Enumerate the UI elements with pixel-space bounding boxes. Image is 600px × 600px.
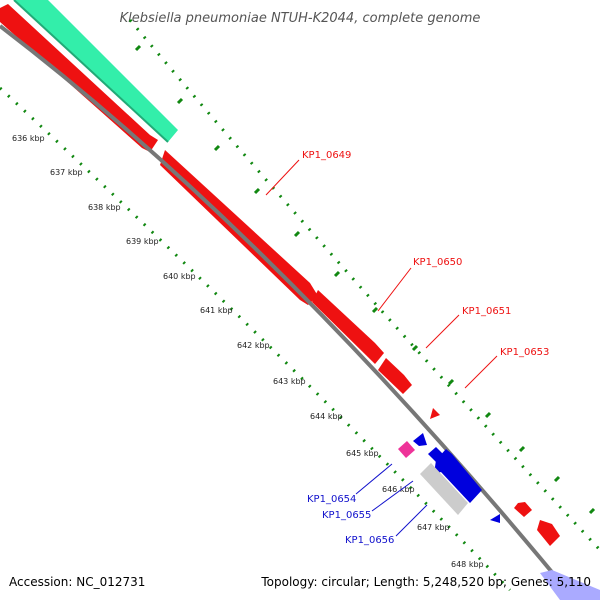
pseudogene-block [420, 463, 468, 515]
tick-label: 637 kbp [50, 168, 83, 177]
forward-cds-arrow [0, 4, 158, 152]
misc-feature-block [398, 441, 415, 458]
forward-cds-arrow [312, 290, 384, 364]
tick-label: 639 kbp [126, 237, 159, 246]
outer-tick-track [128, 19, 600, 552]
tick-label: 648 kbp [451, 560, 484, 569]
forward-cds-arrow [514, 502, 532, 517]
major-ticks [134, 44, 596, 515]
genome-summary-text: Topology: circular; Length: 5,248,520 bp… [260, 575, 591, 589]
gene-label-kp1-0650[interactable]: KP1_0650 [413, 257, 462, 268]
tick-label: 640 kbp [163, 272, 196, 281]
tick-label: 641 kbp [200, 306, 233, 315]
map-title: Klebsiella pneumoniae NTUH-K2044, comple… [120, 11, 481, 26]
accession-text: Accession: NC_012731 [9, 575, 145, 589]
gene-label-kp1-0656[interactable]: KP1_0656 [345, 535, 394, 546]
rna-feature-edge [13, 0, 169, 143]
tick-label: 647 kbp [417, 523, 450, 532]
forward-cds-arrow [160, 150, 318, 305]
tick-label: 646 kbp [382, 485, 415, 494]
reverse-cds-arrow [490, 514, 500, 523]
gene-label-kp1-0654[interactable]: KP1_0654 [307, 494, 356, 505]
tick-label: 638 kbp [88, 203, 121, 212]
tick-label: 645 kbp [346, 449, 379, 458]
forward-cds-arrow [430, 408, 440, 419]
reverse-cds-arrow [434, 449, 482, 503]
tick-label: 636 kbp [12, 134, 45, 143]
forward-cds-arrow [378, 358, 412, 394]
gene-label-kp1-0655[interactable]: KP1_0655 [322, 510, 371, 521]
tick-label: 642 kbp [237, 341, 270, 350]
reverse-cds-arrow [540, 570, 600, 600]
tick-label: 644 kbp [310, 412, 343, 421]
reverse-gene-labels: KP1_0654 KP1_0655 KP1_0656 [307, 463, 428, 546]
inner-tick-track [0, 86, 512, 592]
tick-label: 643 kbp [273, 377, 306, 386]
forward-gene-labels: KP1_0649 KP1_0650 KP1_0651 KP1_0653 [265, 150, 549, 389]
reverse-cds-arrow [413, 433, 427, 446]
gene-label-kp1-0649[interactable]: KP1_0649 [302, 150, 351, 161]
forward-cds-arrow [537, 520, 560, 546]
genome-backbone [0, 24, 577, 600]
tick-labels: 636 kbp 637 kbp 638 kbp 639 kbp 640 kbp … [12, 134, 484, 569]
gene-label-kp1-0653[interactable]: KP1_0653 [500, 347, 549, 358]
gene-label-kp1-0651[interactable]: KP1_0651 [462, 306, 511, 317]
rna-feature-band [14, 0, 178, 142]
